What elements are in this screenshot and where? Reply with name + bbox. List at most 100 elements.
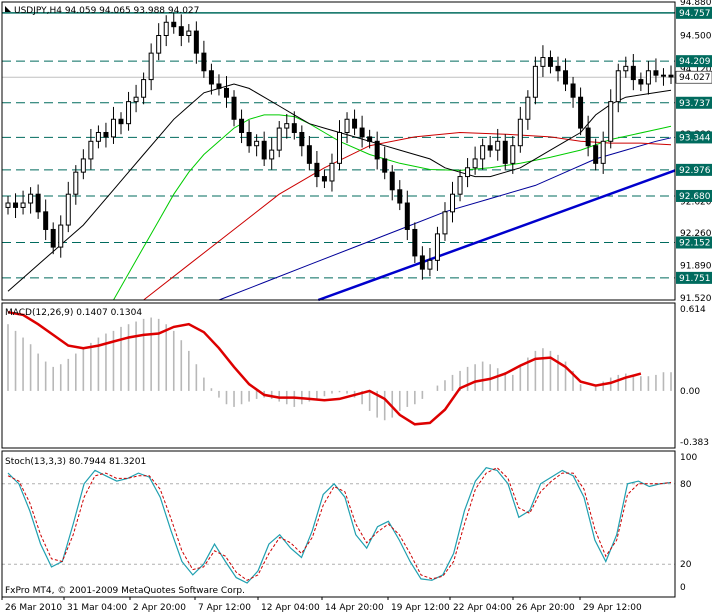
- level-tag-bg: [676, 131, 712, 144]
- candle: [208, 63, 214, 95]
- candle: [555, 56, 561, 82]
- candle: [585, 115, 591, 157]
- candle-body: [660, 74, 666, 77]
- candle-body: [35, 193, 41, 213]
- stoch-tick-label: 0: [680, 583, 686, 593]
- candle-body: [517, 118, 523, 147]
- candle-body: [547, 57, 553, 67]
- candle: [547, 50, 553, 74]
- candle-body: [291, 123, 297, 133]
- candle-body: [239, 118, 245, 133]
- current-price-tag-label: 94.027: [679, 73, 711, 83]
- level-tag-label: 94.757: [679, 9, 711, 19]
- candle-body: [163, 21, 169, 37]
- candle-body: [269, 149, 275, 160]
- macd-signal-line: [7, 310, 642, 426]
- macd-tick-label: 0.614: [680, 305, 706, 315]
- candle: [186, 24, 192, 43]
- ma-blue-line: [218, 137, 672, 301]
- candle-body: [367, 136, 373, 142]
- level-tag-label: 92.152: [679, 239, 711, 249]
- candle: [13, 193, 19, 219]
- candle-body: [20, 202, 26, 208]
- candle: [517, 106, 523, 153]
- candle: [480, 138, 486, 170]
- candle: [337, 120, 342, 171]
- time-tick-label: 31 Mar 04:00: [67, 603, 127, 613]
- candle-body: [540, 57, 546, 67]
- symbol-header: USDJPY,H4 94.059 94.065 93.988 94.027: [14, 6, 199, 16]
- candle-body: [141, 79, 147, 98]
- candle-body: [555, 65, 561, 72]
- candle: [73, 165, 79, 205]
- candle: [374, 131, 380, 170]
- candle: [563, 58, 569, 92]
- candle: [495, 128, 501, 161]
- candle: [419, 246, 425, 280]
- level-tag-bg: [676, 55, 712, 68]
- candle: [163, 15, 169, 47]
- candle-body: [5, 202, 11, 208]
- candle-body: [178, 26, 184, 37]
- panel-frame: [1, 450, 676, 598]
- candle: [638, 72, 644, 92]
- candle-body: [171, 21, 177, 28]
- candle: [118, 112, 124, 135]
- candle-body: [593, 145, 599, 164]
- candle: [126, 91, 132, 131]
- candle-body: [472, 158, 478, 169]
- candle-body: [306, 145, 312, 164]
- time-tick-label: 26 Mar 2010: [5, 603, 62, 613]
- candle: [58, 215, 64, 258]
- candle-body: [397, 189, 403, 204]
- candle: [615, 63, 621, 113]
- candle: [450, 181, 456, 223]
- candle: [88, 128, 94, 170]
- candle: [246, 120, 252, 153]
- candle-body: [284, 123, 290, 129]
- candle-body: [570, 83, 576, 98]
- time-tick-label: 2 Apr 20:00: [133, 603, 186, 613]
- level-tag-label: 92.680: [679, 192, 711, 202]
- candle-body: [480, 145, 486, 160]
- candle-body: [615, 70, 621, 103]
- current-price-tag-bg: [675, 70, 712, 84]
- level-tag-label: 92.976: [679, 166, 711, 176]
- level-tag-label: 93.737: [679, 99, 711, 109]
- panel-frames: [1, 1, 676, 598]
- candle-body: [510, 145, 516, 164]
- time-tick-label: 14 Apr 20:00: [325, 603, 384, 613]
- candle: [216, 74, 222, 96]
- candle-body: [80, 158, 86, 173]
- candle: [465, 158, 471, 188]
- candle: [525, 90, 531, 130]
- candle: [35, 184, 41, 219]
- candle-body: [299, 131, 305, 147]
- candle: [171, 12, 177, 34]
- candle-body: [502, 140, 508, 164]
- time-axis: 26 Mar 2010 31 Mar 04:00 2 Apr 20:00 7 Apr …: [1, 597, 642, 613]
- time-tick-label: 19 Apr 12:00: [391, 603, 450, 613]
- candle: [231, 90, 237, 127]
- candle: [344, 112, 350, 144]
- candle: [43, 199, 49, 241]
- stoch-tick-label: 20: [680, 560, 692, 570]
- price-tick-label: 94.880: [680, 0, 712, 8]
- candle-body: [337, 131, 342, 164]
- candle: [593, 138, 599, 171]
- candle-body: [148, 52, 154, 81]
- stoch-tick-label: 100: [680, 453, 697, 463]
- level-tag-bg: [676, 163, 712, 176]
- candle: [532, 56, 538, 105]
- candle-body: [133, 96, 139, 103]
- candle-body: [28, 193, 34, 204]
- candle-body: [88, 140, 94, 160]
- candle: [223, 76, 229, 108]
- candle: [65, 181, 71, 233]
- ma-green-line: [113, 114, 672, 301]
- candle-body: [223, 87, 229, 98]
- candle-body: [110, 118, 116, 138]
- macd-tick-label: 0.00: [680, 387, 700, 397]
- candle-body: [638, 79, 644, 85]
